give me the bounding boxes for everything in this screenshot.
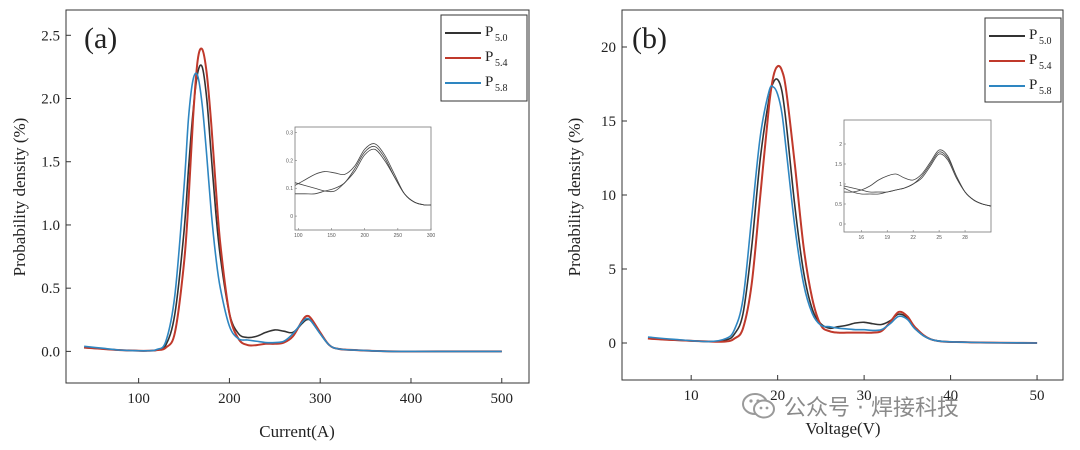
y-tick-label: 0: [609, 336, 617, 352]
inset-frame: [294, 126, 432, 231]
y-tick-label: 1.5: [41, 155, 60, 171]
inset-x-tick-label: 300: [427, 233, 436, 239]
inset-x-tick-label: 250: [394, 233, 403, 239]
y-axis-title: Probability density (%): [565, 118, 584, 277]
inset-x-tick-label: 16: [859, 235, 865, 241]
legend-label-subscript: 5.4: [1039, 61, 1052, 72]
series-line-5.8: [84, 72, 502, 353]
legend-label-subscript: 5.0: [495, 33, 508, 44]
legend-label-name: P: [1029, 52, 1037, 68]
inset-x-tick-label: 25: [936, 235, 942, 241]
y-tick-label: 2.0: [41, 92, 60, 108]
legend-label-name: P: [1029, 27, 1037, 43]
legend-label-name: P: [485, 24, 493, 40]
x-tick-label: 10: [684, 388, 699, 404]
inset-x-tick-label: 19: [884, 235, 890, 241]
legend-label-subscript: 5.4: [495, 58, 508, 69]
inset-y-tick-label: 0.1: [286, 186, 293, 192]
x-tick-label: 20: [770, 388, 785, 404]
inset-x-tick-label: 150: [327, 233, 336, 239]
legend-label-subscript: 5.8: [495, 83, 508, 94]
inset-x-tick-label: 200: [360, 233, 369, 239]
x-axis-title: Voltage(V): [805, 419, 880, 438]
x-tick-label: 40: [943, 388, 958, 404]
y-axis-title: Probability density (%): [10, 118, 29, 277]
inset-x-tick-label: 28: [962, 235, 968, 241]
plot-frame: [65, 9, 530, 384]
inset-y-tick-label: 1.5: [835, 162, 842, 168]
x-tick-label: 500: [491, 391, 514, 407]
y-tick-label: 5: [609, 262, 617, 278]
legend-label-subscript: 5.0: [1039, 36, 1052, 47]
legend-label-name: P: [1029, 77, 1037, 93]
x-tick-label: 30: [857, 388, 872, 404]
x-tick-label: 200: [218, 391, 241, 407]
inset-y-tick-label: 0.3: [286, 131, 293, 137]
series-line-5.8: [647, 85, 1038, 344]
x-tick-label: 50: [1030, 388, 1045, 404]
inset-y-tick-label: 1: [839, 182, 842, 188]
y-tick-label: 20: [601, 40, 616, 56]
inset-y-tick-label: 0.5: [835, 202, 842, 208]
y-tick-label: 2.5: [41, 28, 60, 44]
watermark: 公众号 · 焊接科技: [742, 386, 959, 426]
legend-label-subscript: 5.8: [1039, 86, 1052, 97]
y-tick-label: 0.5: [41, 281, 60, 297]
panel-label: (a): [84, 22, 117, 55]
legend-label-name: P: [485, 74, 493, 90]
watermark-text: 公众号 · 焊接科技: [784, 396, 959, 421]
y-tick-label: 10: [601, 188, 616, 204]
x-tick-label: 300: [309, 391, 332, 407]
panel-label: (b): [632, 22, 667, 55]
inset-x-tick-label: 22: [910, 235, 916, 241]
inset-y-tick-label: 2: [839, 142, 842, 148]
inset-series-line: [843, 153, 992, 207]
inset-x-tick-label: 100: [294, 233, 303, 239]
inset-y-tick-label: 0.2: [286, 158, 293, 164]
chart-panel-a: 0.0 0.5 1.0 1.5 2.0 2.5 100 200 300 400 500 Probabi…: [10, 9, 530, 441]
series-line-5.0: [84, 64, 502, 353]
inset-y-tick-label: 0: [290, 214, 293, 220]
y-tick-label: 15: [601, 114, 616, 130]
series-line-5.0: [647, 78, 1038, 344]
y-tick-label: 0.0: [41, 344, 60, 360]
inset-frame: [843, 119, 992, 233]
wechat-icon: [742, 393, 775, 419]
series-line-5.4: [84, 47, 502, 353]
x-tick-label: 400: [400, 391, 423, 407]
inset-y-tick-label: 0: [839, 222, 842, 228]
series-line-5.4: [647, 64, 1038, 344]
x-axis-title: Current(A): [259, 422, 335, 441]
y-tick-label: 1.0: [41, 218, 60, 234]
x-tick-label: 100: [127, 391, 150, 407]
legend-label-name: P: [485, 49, 493, 65]
inset-series-line: [294, 148, 432, 206]
